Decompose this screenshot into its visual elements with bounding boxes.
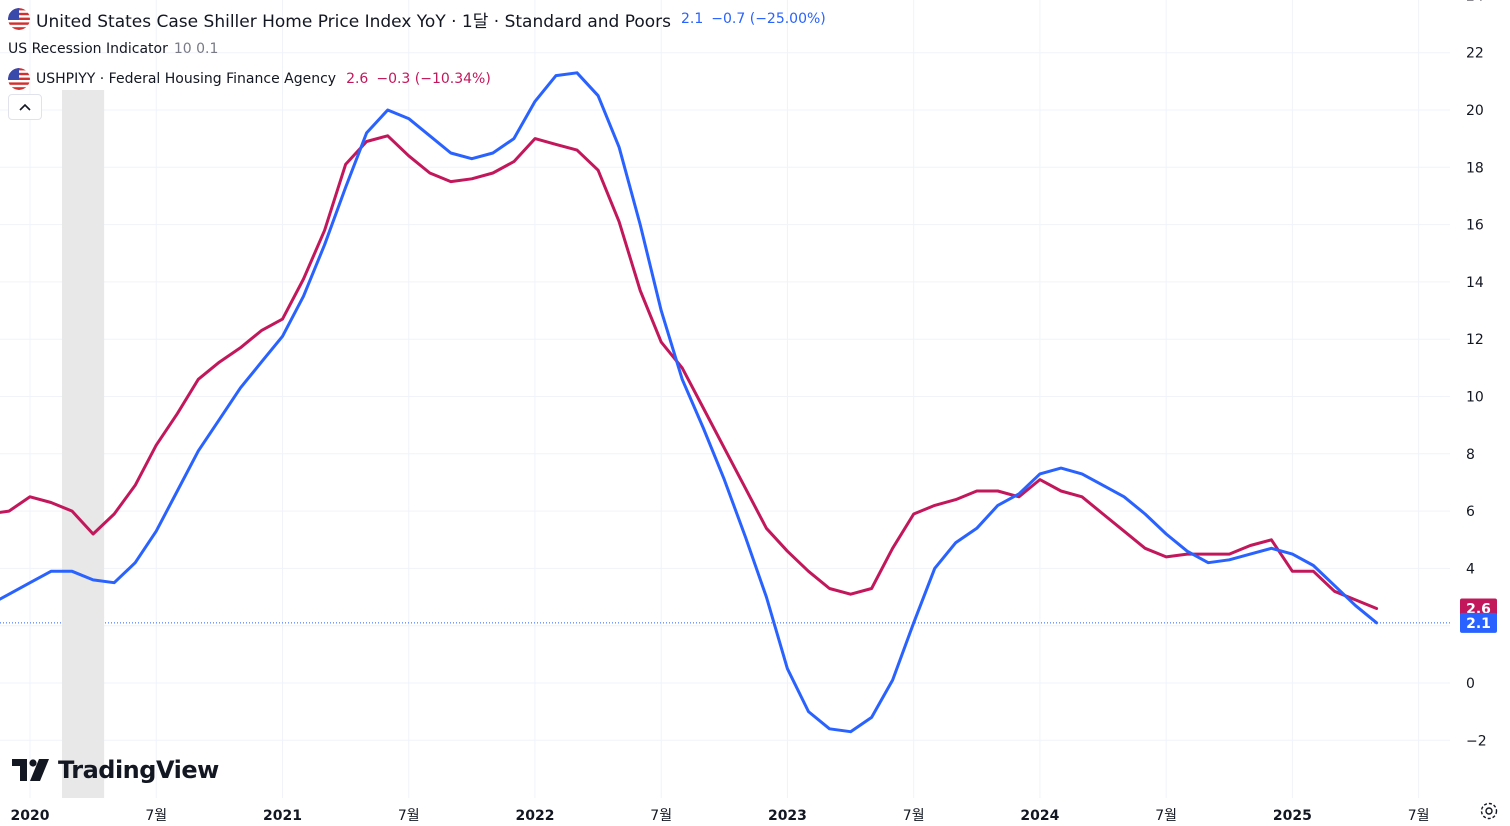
case-shiller-line[interactable]: [0, 71, 1379, 734]
chart-legend: United States Case Shiller Home Price In…: [8, 4, 826, 94]
y-tick-label: 16: [1466, 218, 1484, 234]
us-flag-icon: [8, 68, 30, 90]
y-tick-label: 22: [1466, 46, 1484, 62]
x-tick-label: 2021: [263, 808, 302, 824]
y-tick-label: 20: [1466, 103, 1484, 119]
x-tick-label: 7월: [398, 808, 420, 824]
y-tick-label: 18: [1466, 160, 1484, 176]
tradingview-logo-icon: [12, 759, 49, 781]
legend-recession[interactable]: US Recession Indicator 10 0.1: [8, 34, 826, 64]
x-tick-label: 7월: [1155, 808, 1177, 824]
logo-text: TradingView: [58, 756, 219, 784]
tradingview-logo[interactable]: TradingView: [12, 756, 219, 784]
gear-icon[interactable]: [1478, 800, 1500, 822]
recession-band: [62, 90, 105, 798]
collapse-legend-button[interactable]: [8, 94, 42, 120]
legend-main-change: −0.7 (−25.00%): [711, 11, 826, 27]
y-tick-label: 10: [1466, 390, 1484, 406]
x-tick-label: 2023: [768, 808, 807, 824]
chevron-up-icon: [19, 103, 31, 111]
x-tick-label: 7월: [1408, 808, 1430, 824]
y-tick-label: 0: [1466, 676, 1475, 692]
grid-lines: [0, 0, 1450, 798]
legend-main-value: 2.1: [681, 11, 704, 27]
y-tick-label: 4: [1466, 561, 1475, 577]
x-tick-label: 2025: [1273, 808, 1312, 824]
y-tick-label: −2: [1466, 733, 1487, 749]
recession-band-layer: [62, 90, 105, 798]
price-labels: 2.62.1: [1460, 598, 1497, 633]
x-tick-label: 2024: [1020, 808, 1059, 824]
legend-fhfa-value: 2.6: [346, 71, 369, 87]
case-shiller-price-label: 2.1: [1466, 616, 1491, 632]
x-tick-label: 7월: [650, 808, 672, 824]
y-tick-label: 6: [1466, 504, 1475, 520]
legend-fhfa-change: −0.3 (−10.34%): [376, 71, 491, 87]
legend-case-shiller[interactable]: United States Case Shiller Home Price In…: [8, 4, 826, 34]
legend-fhfa-title: USHPIYY · Federal Housing Finance Agency: [36, 71, 337, 87]
legend-recession-title: US Recession Indicator: [8, 41, 168, 57]
us-flag-icon: [8, 8, 30, 30]
y-tick-label: 12: [1466, 332, 1484, 348]
x-tick-label: 7월: [145, 808, 167, 824]
y-axis[interactable]: −2024681012141618202224: [1466, 0, 1487, 749]
y-tick-label: 24: [1466, 0, 1484, 4]
fhfa-line[interactable]: [0, 134, 1379, 610]
y-tick-label: 8: [1466, 447, 1475, 463]
x-tick-label: 7월: [903, 808, 925, 824]
legend-main-title: United States Case Shiller Home Price In…: [36, 11, 672, 32]
x-axis[interactable]: 2020 7월 2021 7월 2022 7월 2023 7월 2024 7월 2025 7월: [11, 808, 1430, 824]
legend-recession-values: 10 0.1: [173, 41, 219, 57]
series-layer: [0, 71, 1379, 734]
x-tick-label: 2022: [515, 808, 554, 824]
y-tick-label: 14: [1466, 275, 1484, 291]
x-tick-label: 2020: [11, 808, 50, 824]
legend-fhfa[interactable]: USHPIYY · Federal Housing Finance Agency…: [8, 64, 826, 94]
case-shiller-price-label-bg: [1460, 612, 1497, 633]
